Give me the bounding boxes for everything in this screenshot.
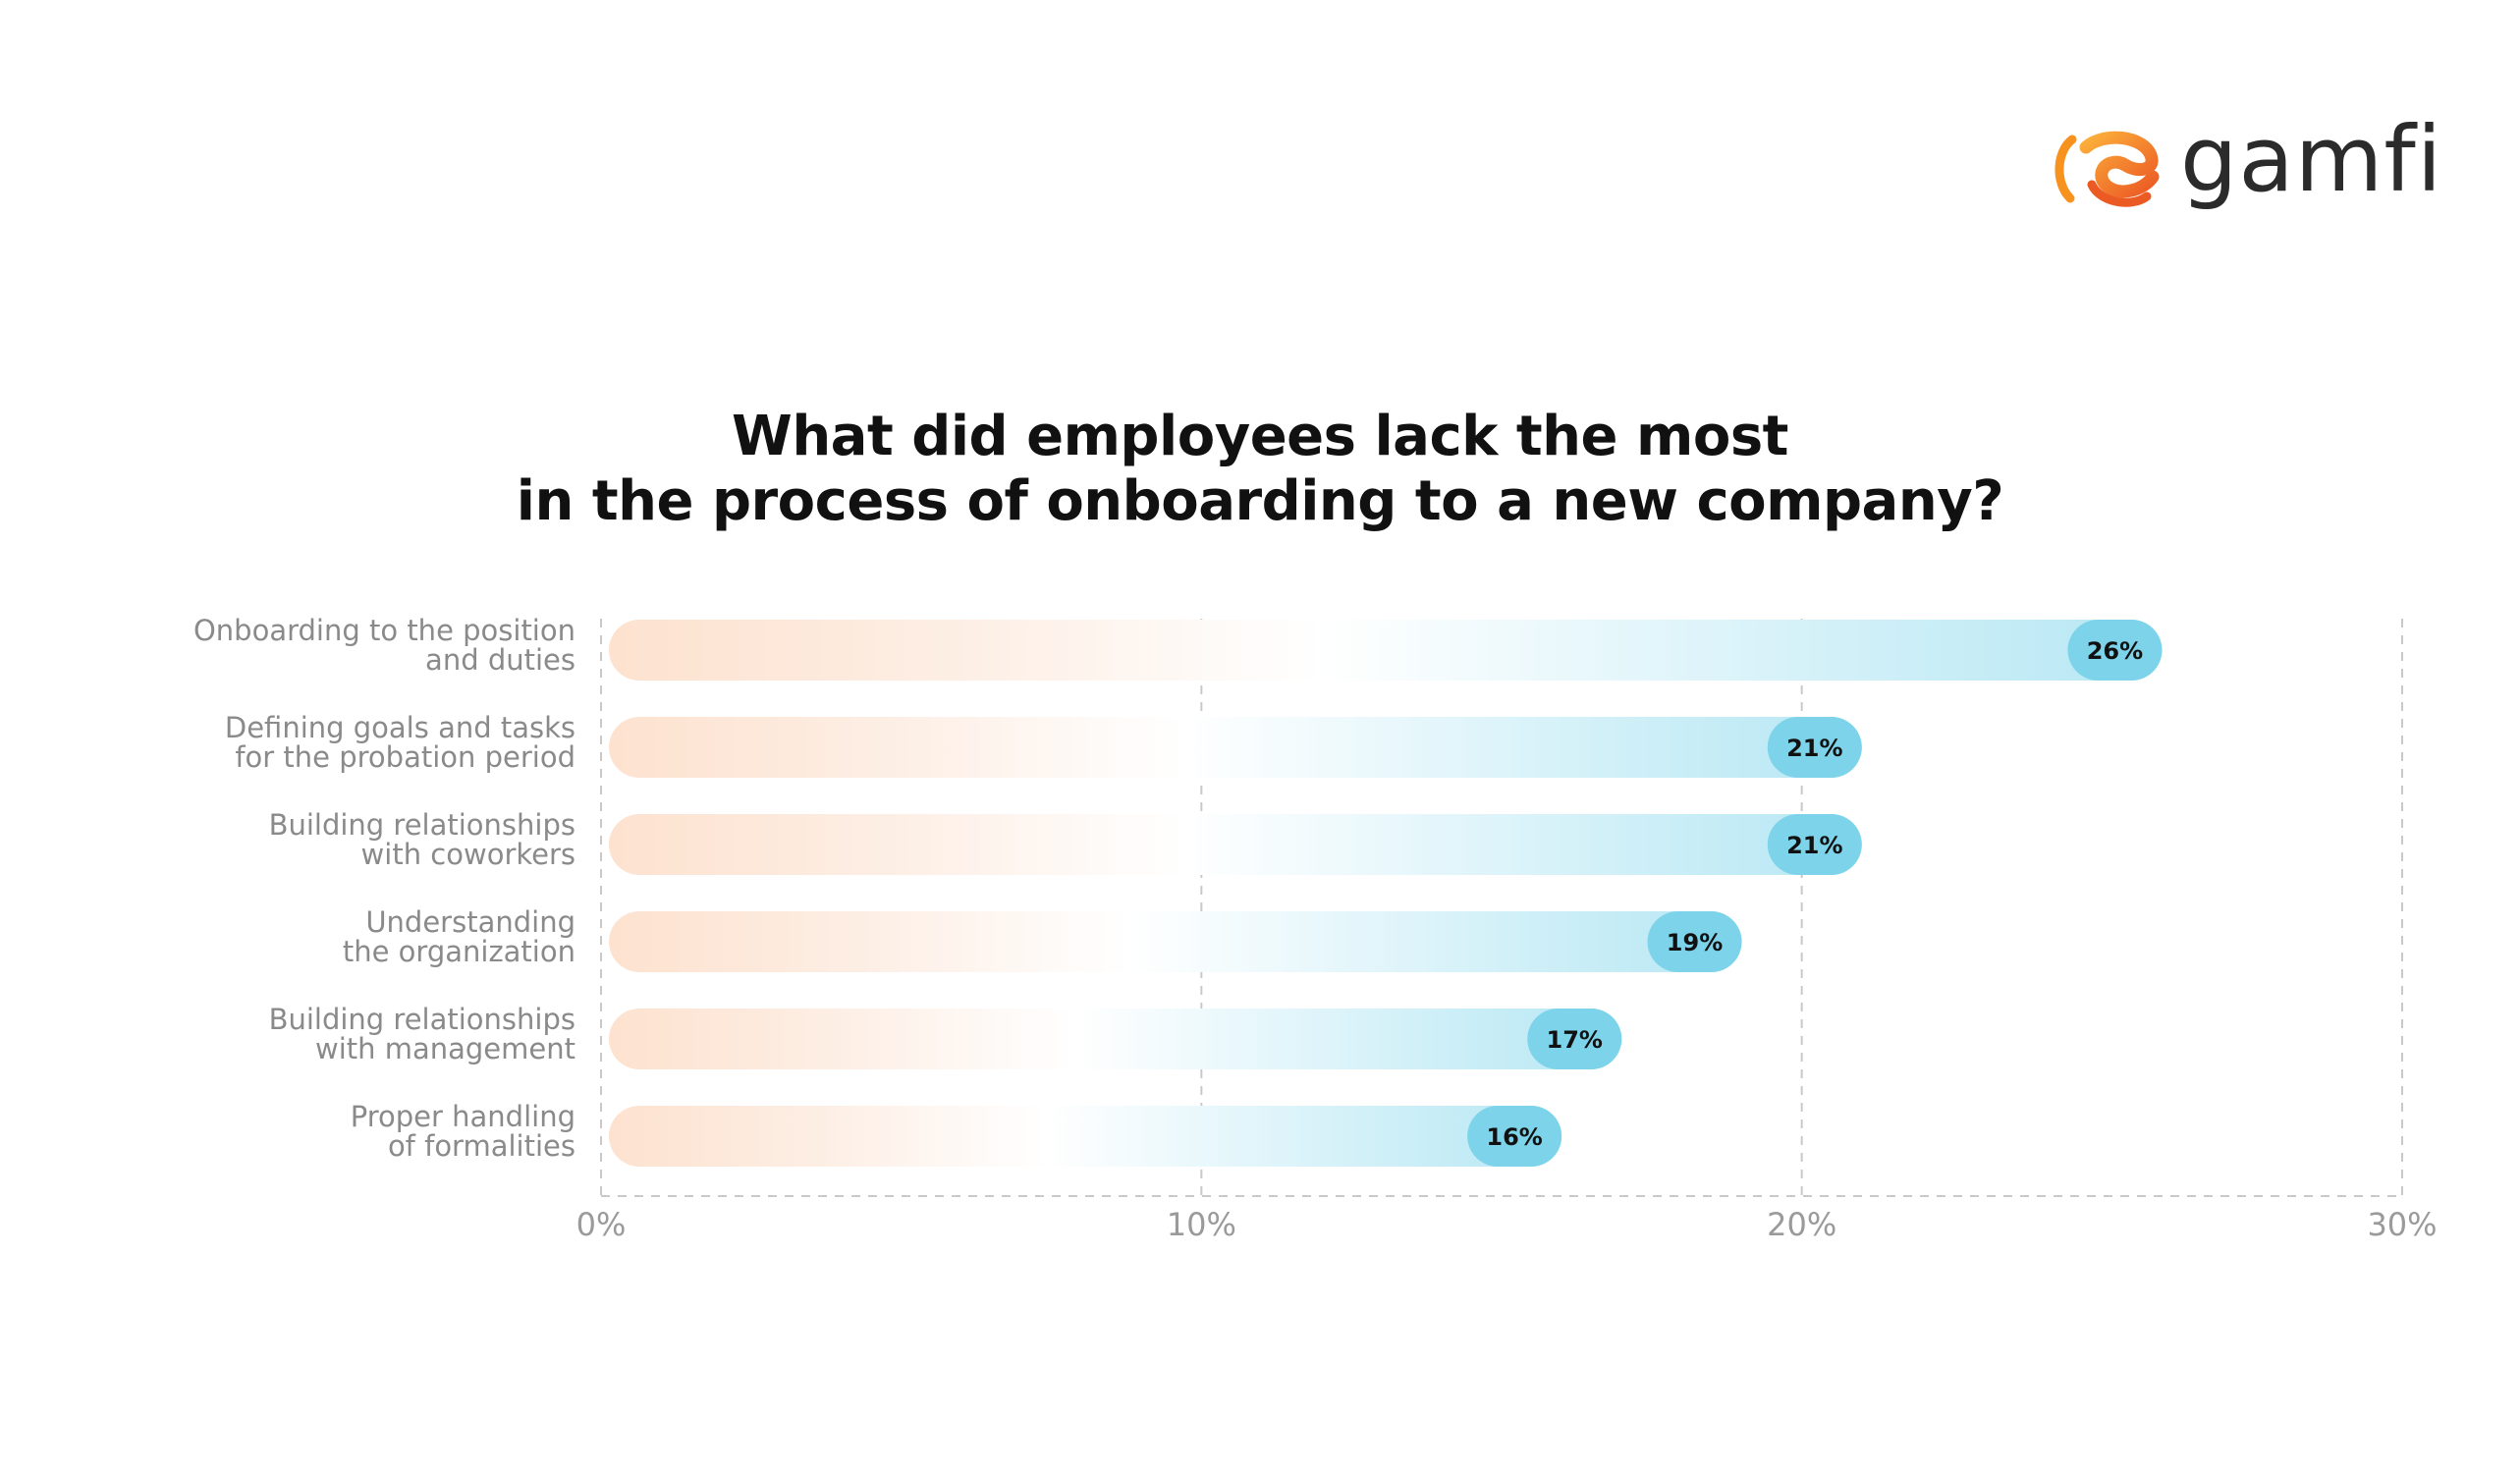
category-label: and duties (425, 643, 575, 677)
label-layer: 0% 10% 20% 30% 26% Onboarding to the position… (193, 614, 2438, 1243)
data-label: 19% (1667, 929, 1723, 956)
category-label: Proper handling (351, 1100, 575, 1133)
bar-4 (609, 1009, 1622, 1069)
value-pill-1 (1767, 717, 1862, 778)
brand-logo: gamfi (2053, 107, 2441, 224)
value-pill-5 (1467, 1106, 1562, 1167)
grid-layer (600, 619, 2403, 1197)
category-label: Onboarding to the position (193, 614, 575, 647)
data-label: 16% (1486, 1123, 1542, 1151)
bar-1 (609, 717, 1862, 778)
category-label: of formalities (388, 1129, 575, 1163)
category-label: for the probation period (235, 740, 575, 774)
data-label: 26% (2087, 637, 2143, 665)
bar-layer (609, 620, 2163, 1167)
x-tick-label: 0% (576, 1206, 627, 1243)
category-label: the organization (343, 935, 575, 968)
category-label: Understanding (365, 905, 575, 939)
bar-5 (609, 1106, 1562, 1167)
category-label: Building relationships (269, 808, 575, 842)
value-pill-2 (1767, 814, 1862, 875)
data-label: 17% (1547, 1026, 1603, 1054)
category-label: with management (315, 1032, 575, 1065)
category-label: with coworkers (361, 838, 575, 871)
chart-title-line-2: in the process of onboarding to a new co… (516, 469, 2004, 533)
value-pill-4 (1527, 1009, 1622, 1069)
data-label: 21% (1786, 735, 1842, 762)
gamfi-mark-icon (2054, 131, 2160, 207)
data-label: 21% (1786, 832, 1842, 859)
chart-title: What did employees lack the most in the … (0, 405, 2520, 534)
category-label: Building relationships (269, 1003, 575, 1036)
x-tick-label: 10% (1167, 1206, 1236, 1243)
bar-0 (609, 620, 2163, 681)
bar-3 (609, 911, 1742, 972)
logo-wordmark: gamfi (2180, 107, 2443, 212)
bar-2 (609, 814, 1862, 875)
x-tick-label: 20% (1767, 1206, 1836, 1243)
x-tick-label: 30% (2367, 1206, 2437, 1243)
value-pill-3 (1647, 911, 1742, 972)
category-label: Defining goals and tasks (225, 711, 575, 744)
value-pill-0 (2067, 620, 2163, 681)
chart-title-line-1: What did employees lack the most (732, 405, 1788, 468)
